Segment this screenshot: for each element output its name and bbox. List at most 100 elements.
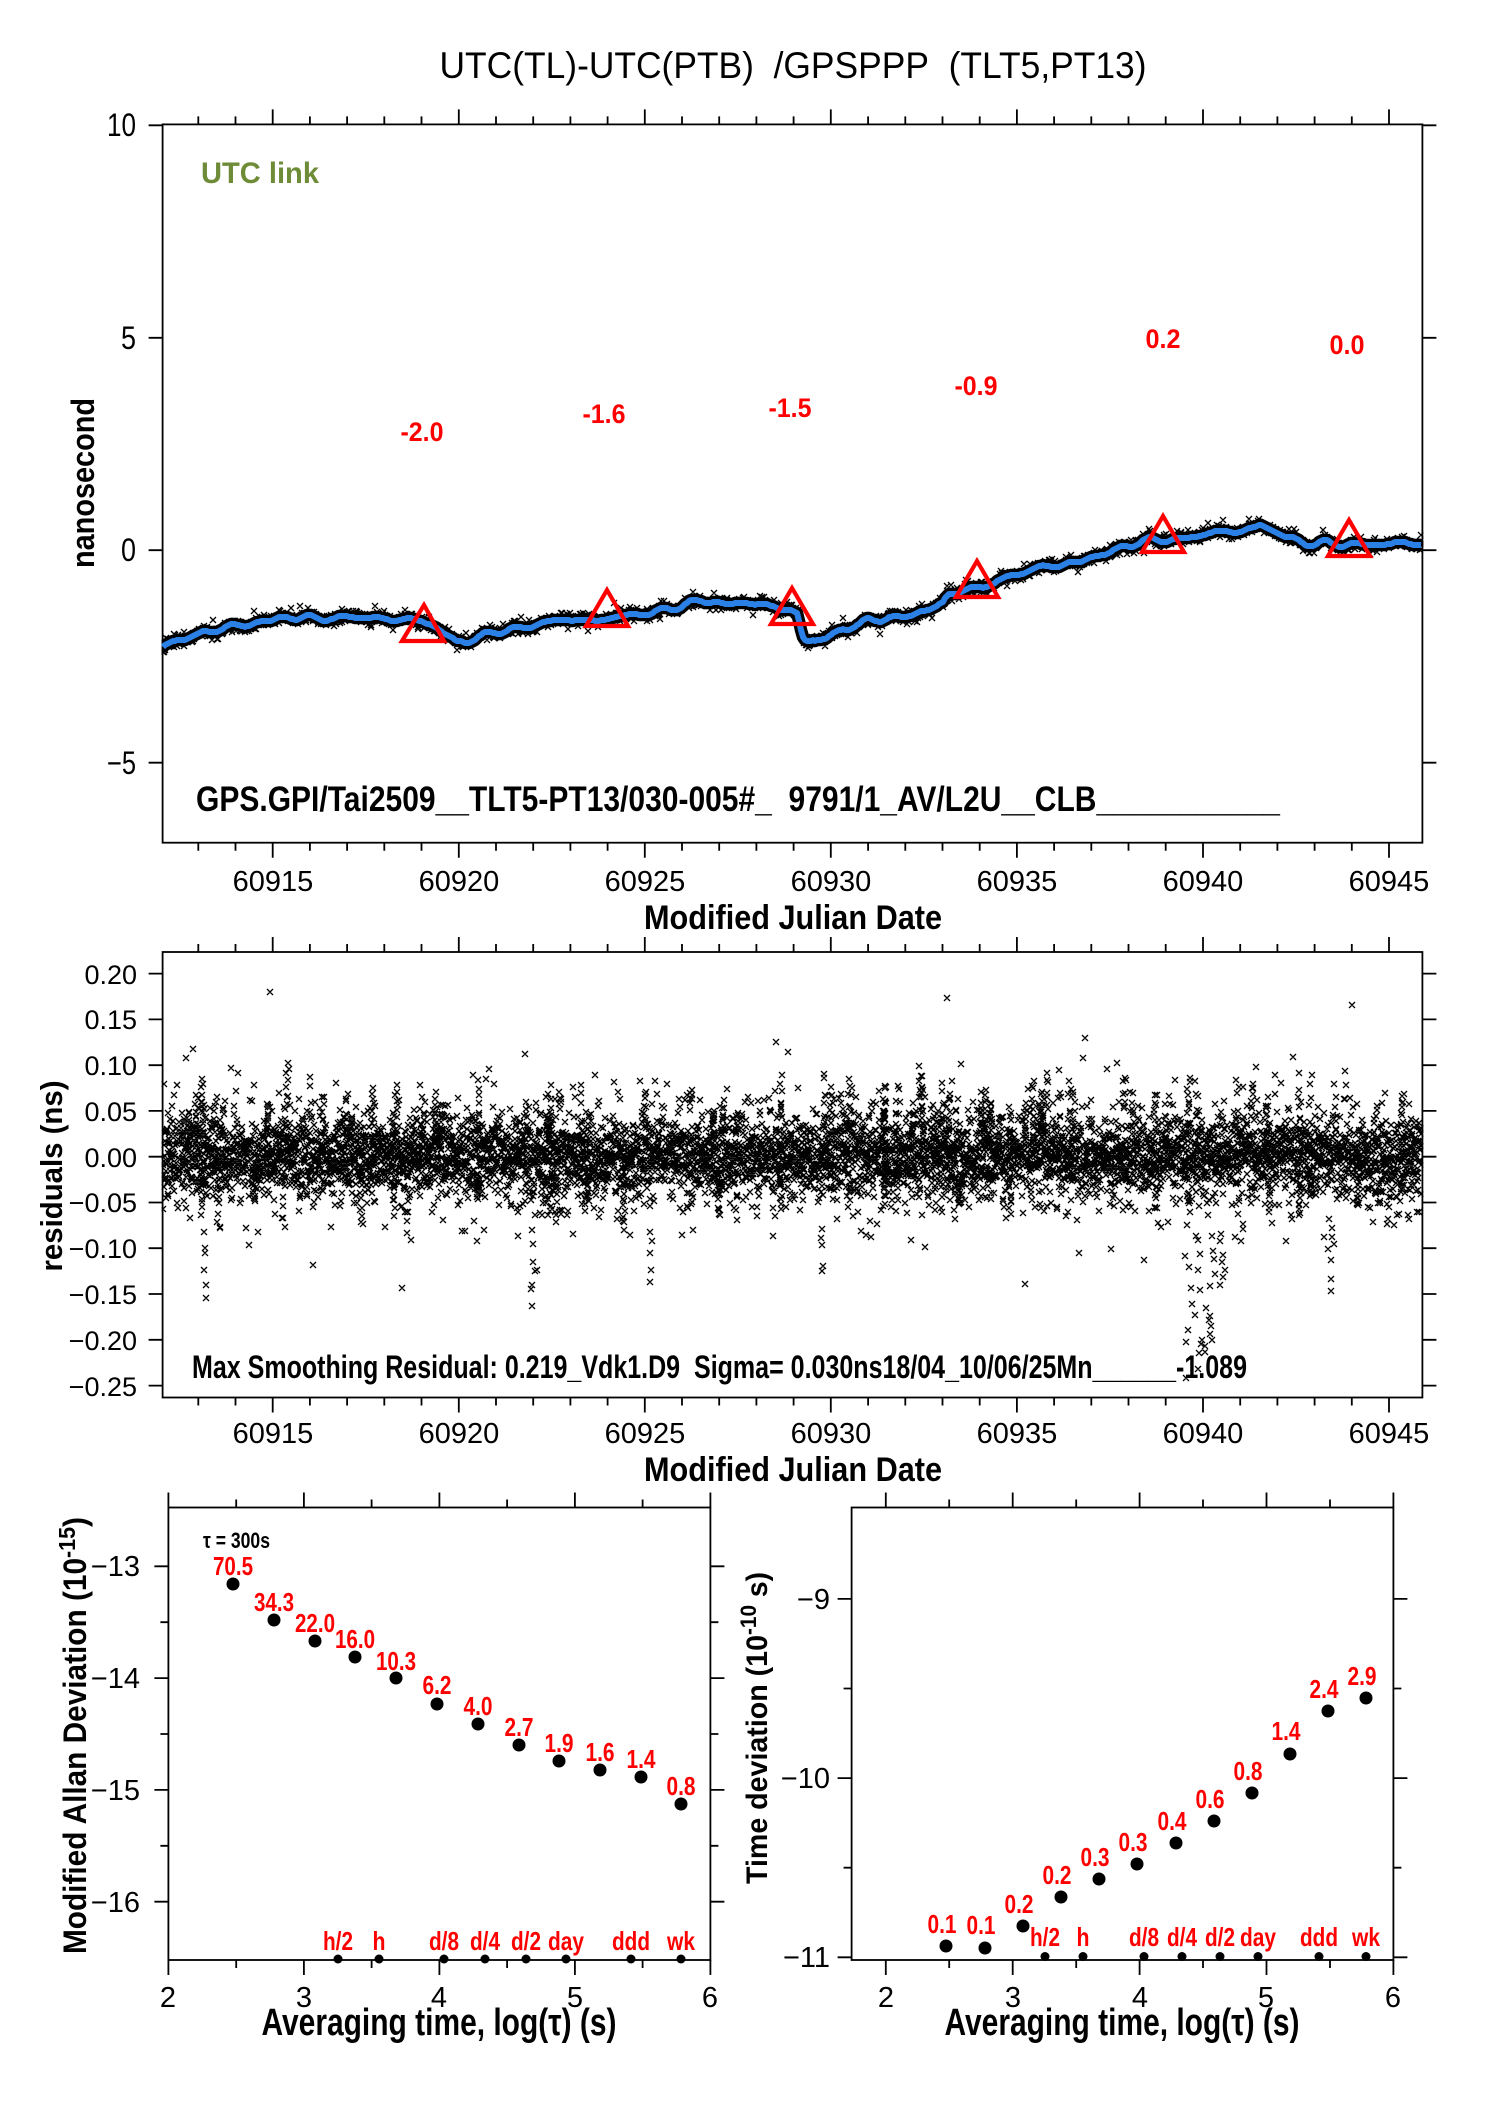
svg-text:0.8: 0.8 bbox=[667, 1771, 696, 1801]
svg-text:60940: 60940 bbox=[1163, 866, 1244, 898]
svg-text:2: 2 bbox=[878, 1982, 894, 2014]
svg-text:Max Smoothing Residual: 0.219_: Max Smoothing Residual: 0.219_Vdk1.D9 Si… bbox=[192, 1349, 1247, 1385]
svg-text:0.05: 0.05 bbox=[84, 1097, 137, 1127]
svg-text:h/2: h/2 bbox=[1030, 1922, 1060, 1952]
svg-text:−0.20: −0.20 bbox=[69, 1326, 137, 1356]
svg-text:−0.15: −0.15 bbox=[69, 1280, 137, 1310]
svg-text:60945: 60945 bbox=[1349, 866, 1430, 898]
svg-text:ddd: ddd bbox=[1300, 1922, 1338, 1952]
svg-text:day: day bbox=[1240, 1922, 1276, 1952]
svg-text:ddd: ddd bbox=[612, 1926, 650, 1956]
svg-text:4: 4 bbox=[1132, 1982, 1148, 2014]
svg-text:5: 5 bbox=[121, 320, 136, 356]
svg-text:d/8: d/8 bbox=[1129, 1922, 1159, 1952]
svg-text:residuals (ns): residuals (ns) bbox=[34, 1081, 69, 1272]
svg-text:-1.5: -1.5 bbox=[769, 393, 812, 423]
svg-text:Averaging time, log(τ) (s): Averaging time, log(τ) (s) bbox=[945, 2002, 1300, 2044]
svg-text:60935: 60935 bbox=[977, 866, 1058, 898]
svg-text:2.4: 2.4 bbox=[1310, 1674, 1339, 1704]
svg-text:3: 3 bbox=[296, 1982, 312, 2014]
svg-text:nanosecond: nanosecond bbox=[65, 398, 101, 568]
svg-text:d/8: d/8 bbox=[429, 1926, 459, 1956]
svg-text:-2.0: -2.0 bbox=[401, 417, 444, 447]
svg-text:−0.05: −0.05 bbox=[69, 1188, 137, 1218]
svg-text:-0.9: -0.9 bbox=[955, 371, 998, 401]
svg-text:4.0: 4.0 bbox=[464, 1691, 493, 1721]
svg-text:Modified Allan Deviation (10: Modified Allan Deviation (10 bbox=[57, 1558, 93, 1954]
svg-text:0.2: 0.2 bbox=[1005, 1889, 1034, 1919]
svg-text:60930: 60930 bbox=[791, 866, 872, 898]
svg-text:d/2: d/2 bbox=[1205, 1922, 1235, 1952]
svg-text:Time deviation (10: Time deviation (10 bbox=[741, 1635, 774, 1884]
svg-text:−0.25: −0.25 bbox=[69, 1372, 137, 1402]
svg-text:60925: 60925 bbox=[605, 1418, 686, 1450]
svg-text:h: h bbox=[1077, 1922, 1090, 1952]
svg-text:34.3: 34.3 bbox=[254, 1587, 294, 1617]
svg-text:−15: −15 bbox=[91, 1775, 140, 1807]
svg-text:60920: 60920 bbox=[419, 866, 500, 898]
svg-text:10.3: 10.3 bbox=[376, 1646, 416, 1676]
svg-text:−11: −11 bbox=[783, 1942, 830, 1974]
svg-text:0.3: 0.3 bbox=[1081, 1842, 1110, 1872]
svg-text:-10: -10 bbox=[736, 1605, 761, 1635]
svg-text:4: 4 bbox=[431, 1982, 447, 2014]
svg-text:5: 5 bbox=[567, 1982, 583, 2014]
svg-text:0.3: 0.3 bbox=[1119, 1827, 1148, 1857]
svg-text:-15: -15 bbox=[54, 1527, 80, 1558]
svg-text:22.0: 22.0 bbox=[295, 1608, 335, 1638]
svg-text:2: 2 bbox=[160, 1982, 176, 2014]
svg-text:0.00: 0.00 bbox=[84, 1143, 137, 1173]
svg-text:0.1: 0.1 bbox=[928, 1909, 957, 1939]
svg-text:60925: 60925 bbox=[605, 866, 686, 898]
svg-text:-1.6: -1.6 bbox=[583, 399, 626, 429]
svg-text:d/4: d/4 bbox=[1167, 1922, 1197, 1952]
svg-text:6.2: 6.2 bbox=[423, 1670, 452, 1700]
svg-text:0.6: 0.6 bbox=[1196, 1784, 1225, 1814]
svg-text:Averaging time, log(τ) (s): Averaging time, log(τ) (s) bbox=[262, 2002, 617, 2044]
svg-text:1.4: 1.4 bbox=[627, 1744, 656, 1774]
svg-text:GPS.GPI/Tai2509__TLT5-PT13/030: GPS.GPI/Tai2509__TLT5-PT13/030-005#_ 979… bbox=[196, 780, 1280, 819]
svg-text:UTC link: UTC link bbox=[201, 157, 319, 190]
svg-text:−0.10: −0.10 bbox=[69, 1234, 137, 1264]
svg-text:70.5: 70.5 bbox=[213, 1551, 253, 1581]
svg-text:0.15: 0.15 bbox=[84, 1005, 137, 1035]
svg-text:6: 6 bbox=[1385, 1982, 1401, 2014]
svg-text:60940: 60940 bbox=[1163, 1418, 1244, 1450]
svg-text:5: 5 bbox=[1258, 1982, 1274, 2014]
svg-text:−13: −13 bbox=[91, 1551, 140, 1583]
svg-text:0.4: 0.4 bbox=[1158, 1806, 1187, 1836]
svg-text:1.9: 1.9 bbox=[545, 1728, 574, 1758]
svg-text:d/4: d/4 bbox=[470, 1926, 500, 1956]
svg-text:0.0: 0.0 bbox=[1330, 330, 1365, 360]
svg-text:−16: −16 bbox=[91, 1887, 140, 1919]
svg-text:0.2: 0.2 bbox=[1146, 324, 1181, 354]
svg-text:60920: 60920 bbox=[419, 1418, 500, 1450]
svg-text:Modified Julian Date: Modified Julian Date bbox=[644, 1451, 942, 1489]
svg-text:UTC(TL)-UTC(PTB) /GPSPPP (TL: UTC(TL)-UTC(PTB) /GPSPPP (TLT5,PT13) bbox=[440, 45, 1147, 86]
svg-text:0.2: 0.2 bbox=[1043, 1860, 1072, 1890]
svg-text:0.1: 0.1 bbox=[967, 1910, 996, 1940]
svg-text:0.8: 0.8 bbox=[1234, 1756, 1263, 1786]
svg-text:−14: −14 bbox=[91, 1663, 140, 1695]
svg-text:wk: wk bbox=[666, 1926, 695, 1956]
svg-text:d/2: d/2 bbox=[511, 1926, 541, 1956]
svg-text:0.10: 0.10 bbox=[84, 1051, 137, 1081]
svg-text:h: h bbox=[373, 1926, 386, 1956]
svg-text:s): s) bbox=[741, 1572, 774, 1605]
svg-text:60935: 60935 bbox=[977, 1418, 1058, 1450]
svg-text:−10: −10 bbox=[781, 1763, 830, 1795]
svg-text:): ) bbox=[57, 1517, 93, 1527]
svg-text:−5: −5 bbox=[107, 745, 136, 781]
svg-text:1.4: 1.4 bbox=[1272, 1716, 1301, 1746]
svg-text:6: 6 bbox=[702, 1982, 718, 2014]
svg-text:16.0: 16.0 bbox=[335, 1624, 375, 1654]
svg-text:2.7: 2.7 bbox=[505, 1712, 534, 1742]
svg-text:1.6: 1.6 bbox=[586, 1737, 615, 1767]
svg-text:−9: −9 bbox=[797, 1584, 830, 1616]
svg-text:h/2: h/2 bbox=[323, 1926, 353, 1956]
svg-text:τ = 300s: τ = 300s bbox=[203, 1528, 270, 1553]
svg-text:60930: 60930 bbox=[791, 1418, 872, 1450]
svg-text:3: 3 bbox=[1005, 1982, 1021, 2014]
svg-text:60945: 60945 bbox=[1349, 1418, 1430, 1450]
svg-text:wk: wk bbox=[1351, 1922, 1380, 1952]
